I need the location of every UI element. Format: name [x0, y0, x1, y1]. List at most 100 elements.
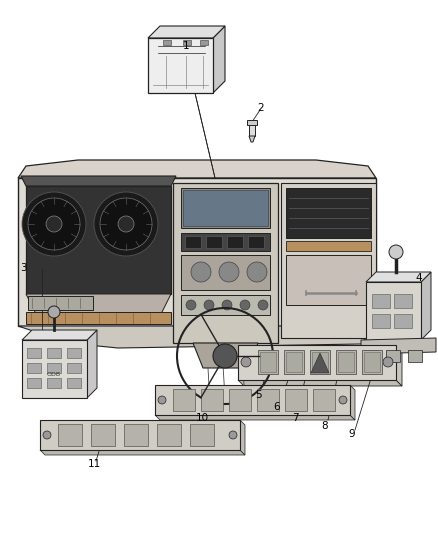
Bar [155, 385, 350, 415]
Bar [249, 120, 255, 136]
Bar [28, 296, 93, 310]
Bar [206, 236, 222, 248]
Bar [362, 350, 382, 374]
Bar [284, 350, 304, 374]
Bar [22, 340, 87, 398]
Bar [408, 350, 422, 362]
Bar [27, 363, 41, 373]
Circle shape [22, 192, 86, 256]
Bar [157, 424, 181, 446]
Bar [366, 282, 421, 340]
Polygon shape [21, 176, 176, 186]
Polygon shape [213, 26, 225, 93]
Bar [47, 363, 61, 373]
Circle shape [213, 344, 237, 368]
Bar [40, 420, 240, 450]
Polygon shape [26, 186, 171, 294]
Bar [364, 352, 380, 372]
Polygon shape [238, 380, 402, 386]
Bar [67, 363, 81, 373]
Circle shape [48, 306, 60, 318]
Bar [67, 348, 81, 358]
Bar [26, 312, 171, 324]
Circle shape [222, 300, 232, 310]
Bar [258, 350, 278, 374]
Circle shape [158, 396, 166, 404]
Text: 9: 9 [349, 429, 355, 439]
Bar [310, 350, 330, 374]
Bar [227, 236, 243, 248]
Circle shape [186, 300, 196, 310]
Bar [67, 378, 81, 388]
Bar [286, 255, 371, 305]
Bar [181, 295, 270, 315]
Polygon shape [148, 26, 225, 38]
Bar [185, 236, 201, 248]
Bar [190, 424, 214, 446]
Bar [338, 352, 354, 372]
Bar [238, 345, 396, 380]
Circle shape [219, 262, 239, 282]
Bar [173, 183, 278, 343]
Polygon shape [87, 330, 97, 398]
Text: 8: 8 [321, 421, 328, 431]
Bar [372, 314, 390, 328]
Bar [248, 236, 264, 248]
Bar [183, 190, 268, 226]
Bar [260, 352, 276, 372]
Bar [163, 40, 171, 45]
Text: 2: 2 [258, 103, 264, 113]
Bar [47, 378, 61, 388]
Text: ODB: ODB [47, 372, 61, 376]
Polygon shape [193, 343, 258, 368]
Circle shape [241, 357, 251, 367]
Circle shape [383, 357, 393, 367]
Circle shape [247, 262, 267, 282]
Bar [286, 241, 371, 251]
Polygon shape [22, 330, 97, 340]
Bar [247, 120, 257, 125]
Polygon shape [249, 136, 255, 142]
Polygon shape [18, 160, 376, 178]
Circle shape [191, 262, 211, 282]
Bar [312, 352, 328, 372]
Bar [47, 348, 61, 358]
Text: 10: 10 [195, 413, 208, 423]
Bar [286, 352, 302, 372]
Polygon shape [421, 272, 431, 340]
Text: 5: 5 [254, 390, 261, 400]
Circle shape [28, 198, 80, 250]
Circle shape [118, 216, 134, 232]
Text: 6: 6 [274, 402, 280, 412]
Polygon shape [40, 450, 245, 455]
Bar [58, 424, 82, 446]
Bar [364, 350, 378, 362]
Text: 4: 4 [416, 273, 422, 283]
Bar [124, 424, 148, 446]
Polygon shape [350, 385, 355, 420]
Polygon shape [26, 294, 171, 314]
Bar [281, 183, 376, 338]
Text: 3: 3 [20, 263, 26, 273]
Circle shape [389, 245, 403, 259]
Bar [394, 314, 412, 328]
Bar [27, 378, 41, 388]
Bar [201, 389, 223, 411]
Polygon shape [18, 178, 376, 326]
Polygon shape [396, 345, 402, 386]
Bar [181, 188, 270, 228]
Polygon shape [18, 326, 376, 348]
Circle shape [94, 192, 158, 256]
Circle shape [229, 431, 237, 439]
Polygon shape [240, 420, 245, 455]
Bar [27, 348, 41, 358]
Bar [386, 350, 400, 362]
Bar [336, 350, 356, 374]
Bar [372, 294, 390, 308]
Bar [91, 424, 115, 446]
Circle shape [100, 198, 152, 250]
Polygon shape [311, 353, 329, 373]
Circle shape [258, 300, 268, 310]
Bar [229, 389, 251, 411]
Text: 11: 11 [87, 459, 101, 469]
